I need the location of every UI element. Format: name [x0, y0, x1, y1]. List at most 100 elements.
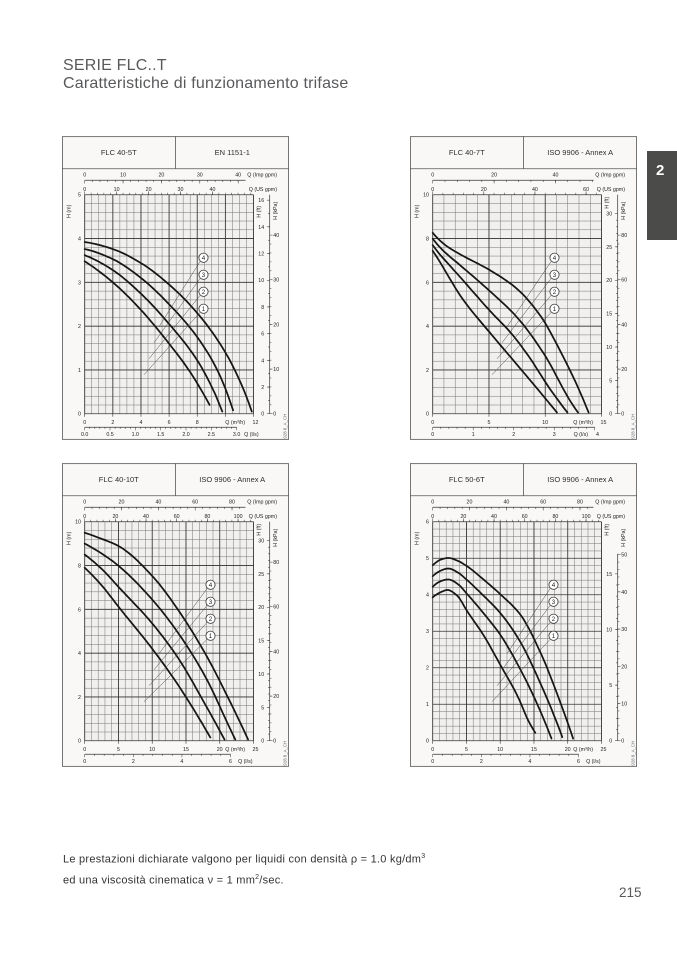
svg-text:0: 0	[431, 747, 434, 753]
svg-text:50: 50	[621, 553, 627, 559]
svg-text:5: 5	[609, 378, 612, 384]
svg-text:20: 20	[460, 514, 466, 520]
svg-text:20: 20	[467, 499, 473, 505]
svg-text:12: 12	[258, 251, 264, 257]
svg-text:Q (l/s): Q (l/s)	[244, 431, 259, 437]
svg-text:2.0: 2.0	[182, 431, 189, 437]
svg-text:0: 0	[431, 431, 434, 437]
svg-text:40: 40	[210, 186, 216, 192]
svg-text:20: 20	[481, 186, 487, 192]
svg-text:0.5: 0.5	[106, 431, 113, 437]
svg-text:0: 0	[426, 411, 429, 417]
svg-text:6: 6	[261, 331, 264, 337]
svg-text:15: 15	[606, 311, 612, 317]
svg-text:20: 20	[606, 278, 612, 284]
svg-text:25: 25	[258, 572, 264, 578]
svg-text:0: 0	[621, 739, 624, 745]
svg-text:5: 5	[261, 705, 264, 711]
svg-text:40: 40	[553, 172, 559, 178]
svg-text:H (m): H (m)	[415, 531, 421, 544]
svg-text:2: 2	[426, 666, 429, 672]
svg-text:60: 60	[192, 499, 198, 505]
svg-text:10: 10	[621, 701, 627, 707]
svg-text:0: 0	[78, 739, 81, 745]
svg-text:0: 0	[83, 499, 86, 505]
svg-text:20: 20	[258, 605, 264, 611]
svg-text:3: 3	[209, 599, 213, 606]
svg-text:2: 2	[78, 695, 81, 701]
svg-text:30: 30	[273, 277, 279, 283]
svg-text:4: 4	[553, 254, 557, 261]
svg-text:10: 10	[606, 627, 612, 633]
svg-text:928 8_A_CH: 928 8_A_CH	[631, 413, 636, 438]
svg-text:3: 3	[552, 599, 556, 606]
svg-text:2: 2	[261, 384, 264, 390]
svg-text:10: 10	[258, 278, 264, 284]
svg-text:40: 40	[235, 172, 241, 178]
svg-text:4: 4	[426, 593, 429, 599]
svg-text:0: 0	[431, 172, 434, 178]
svg-text:6: 6	[577, 759, 580, 765]
svg-text:20: 20	[119, 499, 125, 505]
svg-text:EN 1151-1: EN 1151-1	[215, 148, 250, 157]
svg-text:Q (Imp gpm): Q (Imp gpm)	[247, 499, 277, 505]
svg-text:FLC 40-10T: FLC 40-10T	[99, 475, 139, 484]
svg-text:30: 30	[621, 627, 627, 633]
svg-text:H (ft): H (ft)	[605, 196, 611, 208]
svg-text:40: 40	[273, 649, 279, 655]
svg-text:5: 5	[426, 556, 429, 562]
svg-text:6: 6	[78, 607, 81, 613]
svg-text:80: 80	[577, 499, 583, 505]
svg-text:15: 15	[183, 747, 189, 753]
svg-text:16: 16	[258, 198, 264, 204]
svg-text:4: 4	[426, 324, 429, 330]
svg-text:0: 0	[426, 739, 429, 745]
svg-text:1: 1	[553, 305, 557, 312]
svg-text:Q (Imp gpm): Q (Imp gpm)	[595, 499, 625, 505]
svg-text:0: 0	[273, 411, 276, 417]
svg-text:15: 15	[601, 419, 607, 425]
svg-text:FLC 40-5T: FLC 40-5T	[101, 148, 137, 157]
svg-text:6: 6	[426, 520, 429, 526]
svg-text:1: 1	[209, 633, 213, 640]
svg-text:H (kPa): H (kPa)	[621, 529, 627, 547]
svg-text:4: 4	[202, 254, 206, 261]
svg-text:928 8_A_CH: 928 8_A_CH	[283, 741, 288, 766]
svg-text:0.0: 0.0	[81, 431, 88, 437]
svg-text:Q (m³/h): Q (m³/h)	[573, 419, 593, 425]
svg-text:40: 40	[273, 232, 279, 238]
svg-text:2: 2	[209, 616, 213, 623]
svg-text:40: 40	[503, 499, 509, 505]
svg-text:Q (l/s): Q (l/s)	[238, 759, 253, 765]
svg-text:40: 40	[621, 590, 627, 596]
svg-text:1: 1	[426, 702, 429, 708]
svg-text:5: 5	[78, 192, 81, 198]
svg-text:20: 20	[491, 172, 497, 178]
svg-text:0: 0	[83, 514, 86, 520]
svg-text:H (m): H (m)	[67, 204, 73, 217]
svg-text:100: 100	[234, 514, 243, 520]
svg-text:H (kPa): H (kPa)	[621, 201, 627, 219]
svg-text:0: 0	[431, 419, 434, 425]
svg-text:25: 25	[601, 747, 607, 753]
svg-text:0: 0	[261, 411, 264, 417]
svg-text:H (ft): H (ft)	[257, 524, 263, 536]
svg-text:8: 8	[261, 304, 264, 310]
svg-text:2: 2	[78, 324, 81, 330]
svg-text:10: 10	[149, 747, 155, 753]
svg-text:2: 2	[132, 759, 135, 765]
svg-text:40: 40	[532, 186, 538, 192]
svg-text:4: 4	[78, 236, 81, 242]
svg-text:80: 80	[621, 232, 627, 238]
svg-text:1: 1	[78, 367, 81, 373]
svg-text:928 8_A_CH: 928 8_A_CH	[283, 413, 288, 438]
svg-text:10: 10	[273, 366, 279, 372]
svg-text:20: 20	[273, 322, 279, 328]
svg-text:2: 2	[553, 288, 557, 295]
svg-text:60: 60	[522, 514, 528, 520]
svg-text:Q (Imp gpm): Q (Imp gpm)	[247, 172, 277, 178]
svg-text:1.0: 1.0	[132, 431, 139, 437]
svg-text:3.0: 3.0	[233, 431, 240, 437]
svg-text:6: 6	[426, 280, 429, 286]
svg-text:1: 1	[202, 305, 206, 312]
